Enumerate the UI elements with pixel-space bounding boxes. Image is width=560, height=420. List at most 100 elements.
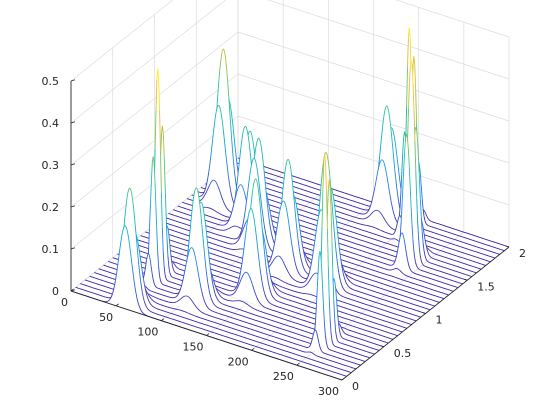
- curve-line: [324, 335, 327, 343]
- curve-line: [390, 227, 393, 229]
- curve-line: [220, 109, 222, 115]
- curve-line: [227, 208, 229, 211]
- curve-line: [339, 276, 341, 282]
- curve-line: [396, 155, 399, 164]
- curve-line: [394, 141, 397, 149]
- curve-line: [288, 273, 291, 276]
- curve-line: [295, 280, 303, 284]
- curve-line: [238, 273, 241, 279]
- curve-line: [309, 278, 311, 281]
- curve-line: [169, 272, 172, 276]
- curve-line: [423, 265, 426, 267]
- curve-line: [150, 290, 172, 298]
- curve-line: [206, 241, 209, 251]
- curve-line: [394, 230, 396, 233]
- curve-line: [232, 293, 235, 295]
- grid-line: [237, 31, 510, 122]
- curve-line: [292, 185, 295, 195]
- curve-line: [287, 218, 290, 225]
- curve-line: [283, 292, 403, 333]
- curve-line: [303, 251, 306, 256]
- curve-line: [426, 248, 429, 253]
- curve-line: [341, 295, 344, 298]
- curve-line: [132, 275, 135, 282]
- curve-line: [415, 90, 418, 125]
- curve-line: [208, 289, 211, 294]
- curve-line: [332, 343, 335, 346]
- curve-line: [265, 248, 268, 255]
- curve-line: [234, 176, 237, 184]
- curve-line: [296, 205, 298, 212]
- curve-line: [387, 180, 389, 186]
- curve-line: [268, 265, 270, 271]
- curve-line: [168, 266, 171, 273]
- curve-line: [327, 187, 329, 211]
- curve-line: [290, 169, 293, 177]
- curve-line: [295, 200, 297, 206]
- curve-line: [257, 172, 260, 180]
- curve-line: [210, 272, 213, 279]
- curve-line: [377, 228, 380, 231]
- curve-line: [349, 287, 351, 289]
- curve-line: [235, 286, 237, 289]
- curve-line: [248, 176, 251, 184]
- curve-line: [370, 212, 373, 215]
- curve-line: [136, 246, 139, 257]
- curve-line: [293, 254, 295, 260]
- curve-line: [220, 296, 223, 298]
- curve-line: [149, 302, 152, 305]
- curve-line: [228, 217, 231, 220]
- curve-line: [424, 265, 468, 281]
- curve-line: [293, 259, 296, 264]
- curve-line: [331, 339, 334, 344]
- curve-line: [291, 243, 294, 250]
- curve-line: [270, 248, 272, 251]
- curve-line: [114, 275, 117, 282]
- curve-line: [414, 236, 491, 263]
- curve-line: [141, 310, 143, 313]
- curve-line: [221, 50, 223, 55]
- curve-line: [281, 201, 284, 204]
- curve-line: [311, 274, 314, 277]
- curve-line: [206, 278, 209, 285]
- curve-line: [196, 187, 198, 190]
- curve-line: [209, 157, 212, 166]
- curve-line: [328, 348, 331, 351]
- curve-line: [216, 306, 218, 308]
- curve-line: [313, 239, 316, 246]
- curve-line: [395, 255, 398, 260]
- curve-line: [330, 195, 333, 207]
- curve-line: [310, 293, 315, 297]
- curve-line: [248, 130, 251, 133]
- curve-line: [381, 159, 384, 161]
- curve-line: [372, 191, 375, 196]
- curve-line: [267, 282, 270, 288]
- curve-line: [210, 309, 213, 312]
- curve-line: [234, 147, 237, 157]
- curve-line: [421, 231, 424, 243]
- curve-line: [321, 270, 324, 290]
- curve-line: [349, 280, 352, 283]
- curve-line: [268, 286, 271, 291]
- curve-line: [118, 249, 121, 257]
- curve-line: [298, 273, 301, 276]
- curve-line: [328, 179, 331, 189]
- curve-line: [397, 163, 400, 172]
- curve-line: [188, 312, 194, 316]
- curve-line: [318, 343, 321, 347]
- curve-line: [344, 273, 347, 276]
- curve-line: [387, 223, 389, 226]
- curve-line: [396, 188, 399, 196]
- curve-line: [417, 220, 419, 237]
- curve-line: [206, 188, 209, 192]
- curve-line: [247, 131, 250, 135]
- curve-line: [269, 275, 272, 280]
- curve-line: [199, 282, 202, 288]
- curve-line: [381, 121, 384, 130]
- curve-line: [250, 132, 253, 136]
- curve-line: [191, 203, 194, 212]
- curve-line: [216, 298, 219, 301]
- curve-line: [288, 224, 291, 232]
- curve-line: [244, 302, 246, 304]
- curve-line: [408, 27, 411, 39]
